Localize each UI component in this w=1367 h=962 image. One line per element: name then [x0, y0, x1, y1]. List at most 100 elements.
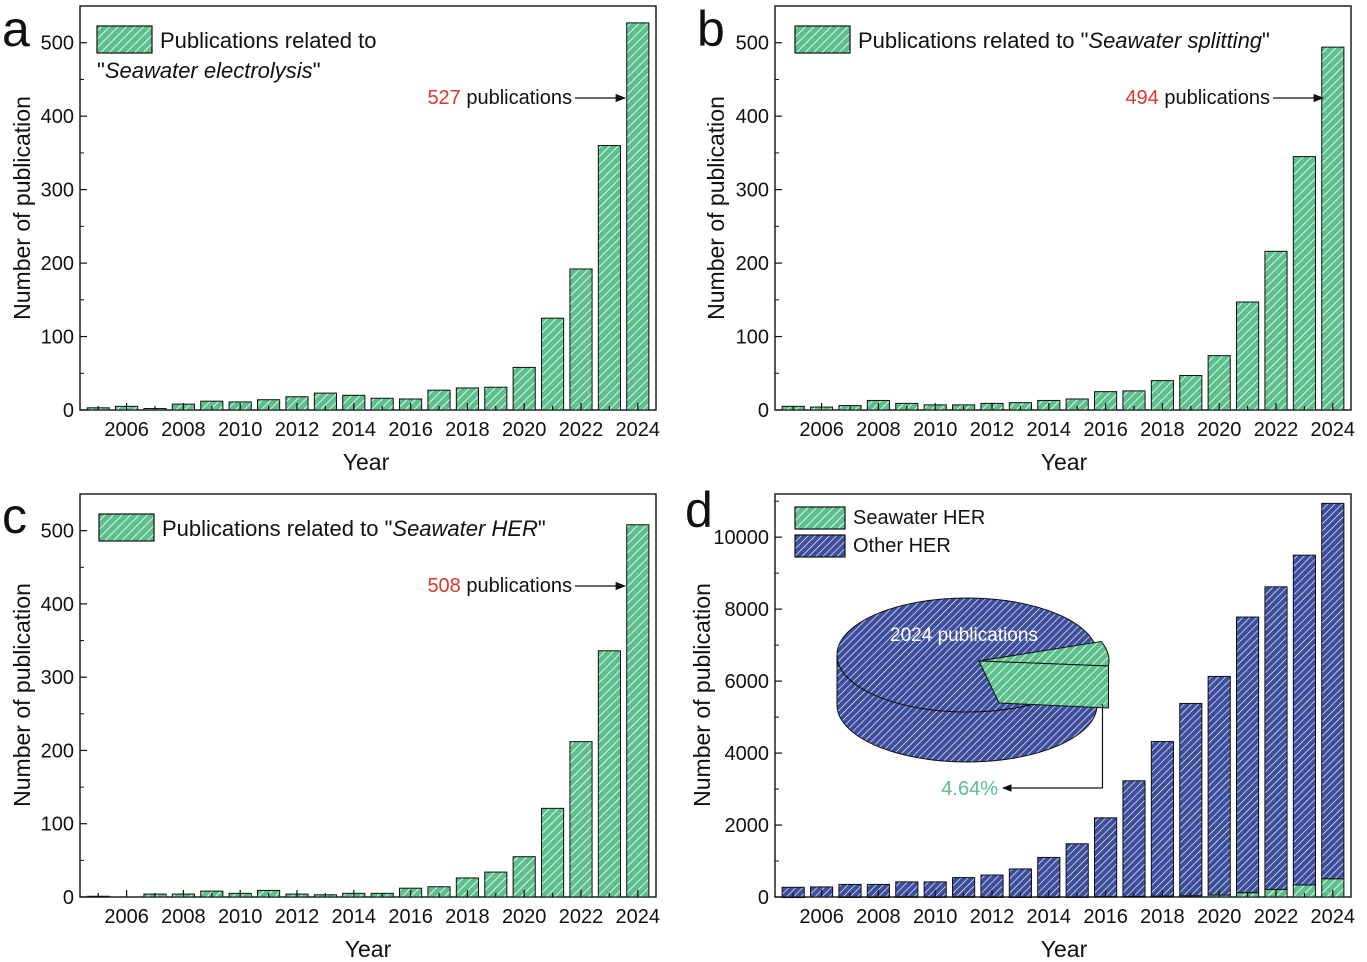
chart-panel-a: 2006 2008 2010 2012 2014 2016 2018 2020 2022 2024… [2, 1, 660, 475]
legend-swatch [96, 25, 153, 54]
x-tick-label: 2012 [275, 906, 320, 928]
y-tick-label: 8000 [725, 599, 770, 621]
y-tick-label: 300 [736, 180, 769, 202]
x-tick-label: 2008 [161, 906, 206, 928]
y-tick-label: 200 [41, 740, 74, 762]
x-axis-label: Year [345, 936, 392, 962]
x-tick-label: 2010 [913, 906, 958, 928]
x-tick-label: 2010 [913, 419, 958, 441]
plot-frame [79, 5, 657, 411]
legend-label-part: Publications related to " [858, 28, 1088, 53]
legend-label: Publications related to "Seawater splitt… [858, 28, 1270, 53]
bar-other-her-2018 [1150, 741, 1174, 897]
legend-label-part: " [313, 58, 321, 83]
bar-other-her-2019 [1179, 702, 1203, 897]
y-tick-label: 100 [736, 327, 769, 349]
bar-series-2019 [1179, 374, 1203, 411]
bar-other-her-2016 [1094, 817, 1118, 898]
legend-label-part: Other HER [853, 535, 951, 557]
annotation-text: publications [1159, 87, 1270, 109]
pie-title: 2024 publications [890, 625, 1038, 646]
x-tick-label: 2024 [1311, 906, 1356, 928]
legend-label-part: " [538, 516, 546, 541]
x-tick-label: 2016 [1083, 906, 1128, 928]
x-tick-label: 2016 [1083, 419, 1128, 441]
y-axis-label: Number of publication [9, 583, 35, 807]
bar-other-her-2023 [1292, 554, 1316, 886]
legend-label: Other HER [853, 535, 951, 557]
legend-label-part: Publications related to [160, 28, 376, 53]
x-tick-label: 2010 [218, 419, 263, 441]
x-tick-label: 2022 [1254, 419, 1299, 441]
x-tick-label: 2020 [502, 906, 547, 928]
bar-series-2020 [1207, 355, 1231, 411]
x-tick-label: 2024 [616, 419, 661, 441]
chart-panel-d: 2006 2008 2010 2012 2014 2016 2018 2020 2022 2024… [685, 482, 1355, 962]
bar-series-2024 [626, 524, 650, 898]
bar-other-her-2024 [1321, 502, 1345, 880]
bar-series-2023 [597, 650, 621, 898]
legend-swatch [794, 534, 846, 558]
bar-series-2022 [569, 268, 593, 411]
panel-letter: a [2, 1, 30, 57]
x-axis-label: Year [1041, 936, 1088, 962]
panel-letter: d [685, 482, 713, 538]
annotation-value: 527 [427, 87, 460, 109]
bar-series-2021 [1236, 301, 1260, 411]
y-tick-label: 6000 [725, 671, 770, 693]
legend-label: Seawater HER [853, 507, 985, 529]
x-tick-label: 2014 [1027, 906, 1072, 928]
bar-series-2022 [1264, 250, 1288, 411]
x-tick-label: 2024 [616, 906, 661, 928]
y-tick-label: 100 [41, 814, 74, 836]
annotation-text: publications [461, 575, 572, 597]
plot-frame [774, 5, 1352, 411]
y-tick-label: 0 [758, 887, 769, 909]
bar-series-2021 [541, 317, 565, 411]
bar-other-her-2022 [1264, 586, 1288, 890]
legend-label-part: " [97, 58, 105, 83]
legend-label: Publications related to "Seawater electro… [97, 28, 376, 83]
x-tick-label: 2006 [104, 906, 149, 928]
bar-series-2023 [1292, 156, 1316, 411]
legend-label-part: Publications related to " [162, 516, 392, 541]
x-tick-label: 2018 [445, 419, 490, 441]
x-tick-label: 2022 [559, 906, 604, 928]
x-tick-label: 2006 [799, 419, 844, 441]
y-tick-label: 10000 [713, 527, 769, 549]
x-tick-label: 2018 [1140, 419, 1185, 441]
annotation-label: 527 publications [427, 87, 572, 109]
bar-series-2024 [626, 22, 650, 411]
chart-panel-c: 2006 2008 2010 2012 2014 2016 2018 2020 2022 2024… [2, 488, 660, 962]
y-tick-label: 500 [41, 521, 74, 543]
y-tick-label: 400 [41, 594, 74, 616]
legend-label-part: Seawater HER [853, 507, 985, 529]
y-tick-label: 400 [41, 106, 74, 128]
x-tick-label: 2008 [856, 906, 901, 928]
x-tick-label: 2016 [388, 906, 433, 928]
legend-label-part: Seawater HER [392, 516, 538, 541]
y-tick-label: 400 [736, 106, 769, 128]
plot-frame [774, 493, 1352, 898]
annotation-label: 508 publications [427, 575, 572, 597]
x-tick-label: 2012 [970, 906, 1015, 928]
legend-label-part: Seawater electrolysis [105, 58, 313, 83]
x-axis-label: Year [1041, 449, 1088, 475]
x-tick-label: 2014 [332, 419, 377, 441]
x-tick-label: 2006 [799, 906, 844, 928]
y-tick-label: 0 [63, 400, 74, 422]
annotation-value: 508 [427, 575, 460, 597]
panel-letter: b [697, 1, 725, 57]
y-tick-label: 4000 [725, 743, 770, 765]
x-tick-label: 2022 [1254, 906, 1299, 928]
x-tick-label: 2012 [275, 419, 320, 441]
x-tick-label: 2014 [332, 906, 377, 928]
x-axis-label: Year [343, 449, 390, 475]
y-tick-label: 300 [41, 667, 74, 689]
pie-slice-seawater-her-side [978, 660, 1109, 709]
panel-letter: c [2, 488, 27, 544]
annotation-value: 494 [1125, 87, 1158, 109]
x-tick-label: 2018 [1140, 906, 1185, 928]
legend-swatch [98, 513, 155, 542]
